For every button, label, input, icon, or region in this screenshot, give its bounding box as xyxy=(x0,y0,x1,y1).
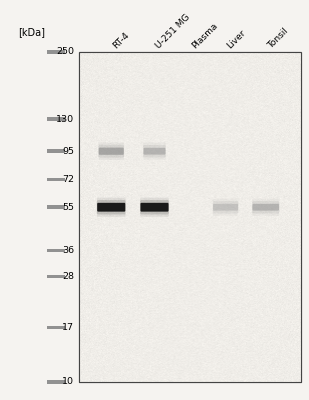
FancyBboxPatch shape xyxy=(140,200,169,214)
FancyBboxPatch shape xyxy=(99,148,124,155)
FancyBboxPatch shape xyxy=(252,201,279,214)
Text: 55: 55 xyxy=(62,203,74,212)
Text: 95: 95 xyxy=(62,147,74,156)
Bar xyxy=(47,117,65,121)
Bar xyxy=(79,52,301,382)
Text: Tonsil: Tonsil xyxy=(266,26,290,50)
Text: 28: 28 xyxy=(62,272,74,281)
FancyBboxPatch shape xyxy=(98,142,124,160)
FancyBboxPatch shape xyxy=(141,203,169,212)
FancyBboxPatch shape xyxy=(252,199,279,216)
Bar xyxy=(47,380,65,384)
FancyBboxPatch shape xyxy=(143,145,166,157)
Text: U-251 MG: U-251 MG xyxy=(154,12,192,50)
Bar xyxy=(47,50,65,54)
FancyBboxPatch shape xyxy=(213,201,239,214)
Text: 250: 250 xyxy=(56,48,74,56)
FancyBboxPatch shape xyxy=(98,145,124,158)
FancyBboxPatch shape xyxy=(143,142,166,160)
Bar xyxy=(47,275,65,278)
Text: 36: 36 xyxy=(62,246,74,255)
Bar xyxy=(47,206,65,209)
Text: 72: 72 xyxy=(62,175,74,184)
Bar xyxy=(47,178,65,182)
FancyBboxPatch shape xyxy=(213,199,239,216)
FancyBboxPatch shape xyxy=(144,148,166,154)
Text: Plasma: Plasma xyxy=(190,21,219,50)
Bar xyxy=(79,52,301,382)
Text: Liver: Liver xyxy=(226,28,248,50)
FancyBboxPatch shape xyxy=(97,198,125,217)
Text: [kDa]: [kDa] xyxy=(19,27,45,37)
FancyBboxPatch shape xyxy=(140,198,169,217)
Bar xyxy=(47,149,65,153)
FancyBboxPatch shape xyxy=(97,203,125,212)
Text: RT-4: RT-4 xyxy=(111,30,131,50)
Text: 17: 17 xyxy=(62,323,74,332)
Text: 130: 130 xyxy=(56,114,74,124)
FancyBboxPatch shape xyxy=(213,204,238,211)
Bar xyxy=(47,326,65,329)
FancyBboxPatch shape xyxy=(97,200,125,214)
FancyBboxPatch shape xyxy=(252,204,279,211)
Bar xyxy=(47,249,65,252)
Text: 10: 10 xyxy=(62,378,74,386)
